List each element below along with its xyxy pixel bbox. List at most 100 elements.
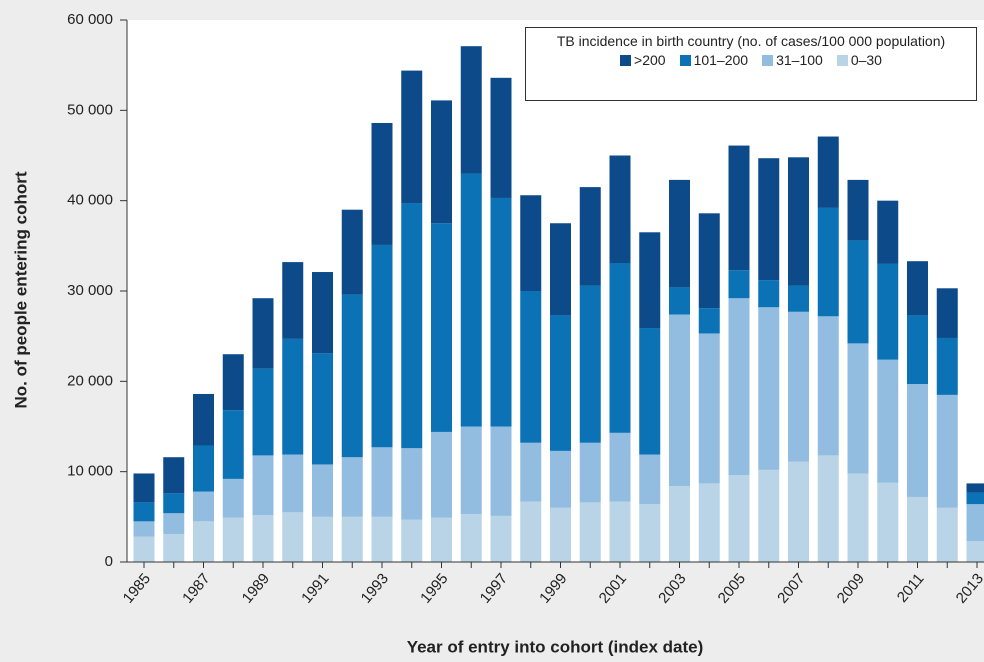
x-tick-label: 2009 [834, 570, 868, 606]
y-axis-title: No. of people entering cohort [11, 171, 30, 408]
bar-segment [252, 368, 274, 456]
bar-segment [579, 442, 601, 503]
bar-segment [371, 516, 393, 562]
x-tick-label: 1985 [120, 570, 154, 606]
bar-segment [163, 513, 185, 534]
bar-segment [133, 502, 155, 522]
y-tick-label: 30 000 [67, 282, 113, 299]
bar-segment [282, 262, 304, 339]
bar-segment [163, 533, 185, 562]
bar-segment [401, 203, 423, 449]
bar-segment [550, 507, 571, 562]
bar-segment [401, 519, 423, 562]
bar-segment [907, 315, 928, 385]
bar-segment [431, 223, 452, 432]
bar-segment [341, 516, 363, 562]
bar-segment [788, 285, 809, 312]
legend-label: 31–100 [776, 52, 823, 68]
bar-segment [847, 473, 869, 562]
bar-segment [579, 285, 601, 443]
x-tick-label: 1993 [358, 570, 392, 606]
legend-label: >200 [634, 52, 666, 68]
bar-segment [371, 244, 393, 448]
bar-segment [550, 450, 571, 508]
bar-segment [579, 502, 601, 562]
bar-segment [609, 432, 631, 502]
bar-segment [163, 457, 185, 494]
bar-segment [758, 307, 780, 470]
bar-segment [282, 454, 304, 513]
bar-segment [758, 280, 780, 308]
bar-segment [936, 337, 958, 395]
bar-segment [847, 343, 869, 474]
bar-segment [907, 261, 928, 316]
bar-segment [431, 100, 452, 224]
bar-segment [758, 158, 780, 281]
legend-swatch [620, 54, 632, 66]
bar-segment [788, 461, 809, 562]
x-tick-label: 1997 [477, 570, 511, 606]
bar-segment [133, 536, 155, 562]
legend-item: 31–100 [762, 52, 823, 68]
bar-segment [698, 213, 720, 309]
bar-segment [252, 455, 274, 516]
bar-segment [520, 195, 542, 291]
legend-item: >200 [620, 52, 666, 68]
bar-segment [877, 482, 899, 562]
bar-segment [966, 504, 984, 542]
x-tick-label: 2011 [894, 570, 928, 606]
legend: TB incidence in birth country (no. of ca… [525, 27, 977, 101]
bar-segment [698, 483, 720, 562]
bar-segment [788, 157, 809, 286]
bar-segment [312, 516, 333, 562]
bar-segment [877, 263, 899, 360]
bar-segment [669, 486, 690, 562]
bar-segment [401, 448, 423, 520]
bar-segment [817, 207, 839, 317]
bar-segment [193, 445, 214, 492]
bar-segment [877, 200, 899, 264]
bar-segment [460, 46, 482, 174]
bar-segment [639, 504, 661, 562]
bar-segment [520, 501, 542, 562]
bar-segment [669, 314, 690, 487]
bar-segment [550, 315, 571, 451]
legend-item: 0–30 [836, 52, 882, 68]
bar-segment [669, 179, 690, 288]
bar-segment [282, 512, 304, 562]
bar-segment [341, 294, 363, 458]
bar-segment [133, 473, 155, 503]
bar-segment [460, 173, 482, 427]
bar-segment [520, 442, 542, 502]
legend-swatch [836, 54, 848, 66]
y-tick-label: 20 000 [67, 372, 113, 389]
y-tick-label: 50 000 [67, 101, 113, 118]
bar-segment [698, 333, 720, 484]
bar-segment [193, 521, 214, 562]
bar-segment [193, 393, 214, 446]
bar-segment [728, 475, 750, 562]
bar-segment [133, 521, 155, 537]
x-tick-label: 1995 [417, 570, 451, 606]
legend-label: 0–30 [850, 52, 882, 68]
bar-segment [222, 478, 244, 518]
bar-segment [817, 316, 839, 456]
legend-items: >200 101–200 31–100 0–30 [526, 52, 976, 68]
bar-segment [936, 394, 958, 508]
bar-segment [698, 308, 720, 334]
bar-segment [639, 454, 661, 505]
bar-segment [788, 311, 809, 462]
x-tick-label: 2013 [953, 570, 984, 606]
x-axis-title: Year of entry into cohort (index date) [407, 637, 704, 656]
bar-segment [282, 338, 304, 455]
y-tick-label: 40 000 [67, 192, 113, 209]
y-tick-label: 10 000 [67, 463, 113, 480]
bar-segment [431, 517, 452, 562]
bar-segment [609, 155, 631, 263]
x-tick-label: 2001 [596, 570, 630, 606]
bar-segment [490, 426, 512, 516]
bar-segment [341, 209, 363, 295]
bar-segment [728, 298, 750, 476]
